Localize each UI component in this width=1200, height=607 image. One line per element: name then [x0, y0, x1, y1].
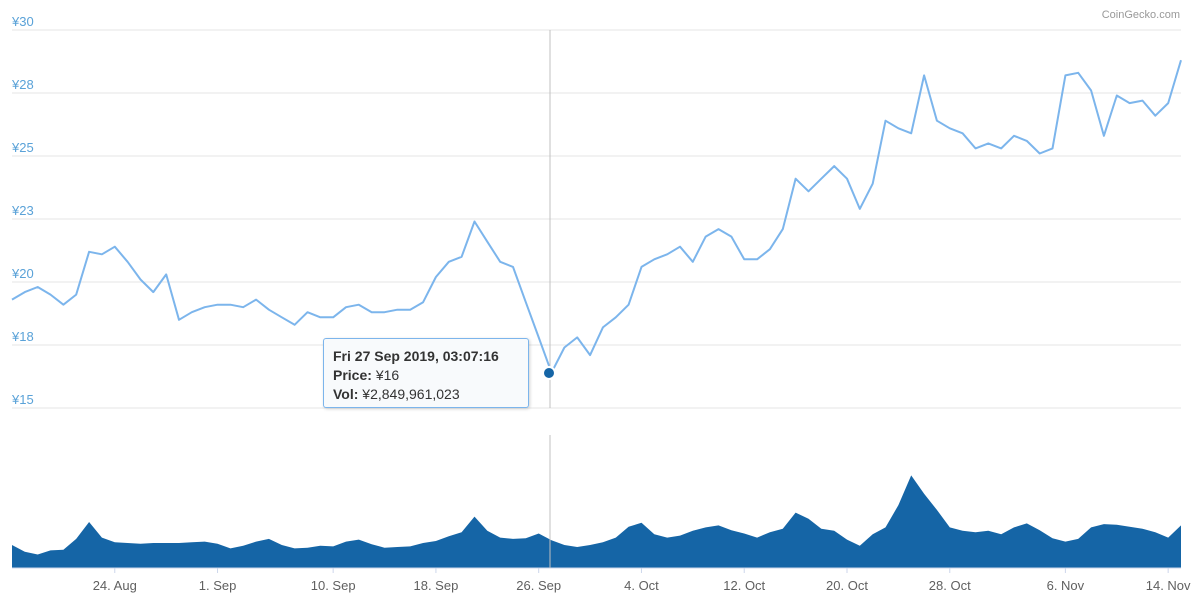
credit-label[interactable]: CoinGecko.com: [1102, 9, 1180, 21]
price-grid: [12, 29, 1181, 409]
hover-tooltip: Fri 27 Sep 2019, 03:07:16 Price: ¥16 Vol…: [323, 338, 529, 408]
x-tick-label: 14. Nov: [1146, 578, 1191, 593]
tooltip-vol-row: Vol: ¥2,849,961,023: [333, 385, 519, 404]
x-tick-label: 28. Oct: [929, 578, 971, 593]
price-line-series: [11, 59, 1182, 374]
tooltip-price-row: Price: ¥16: [333, 366, 519, 385]
date-x-axis-labels: 24. Aug 1. Sep 10. Sep 18. Sep 26. Sep 4. Oct…: [93, 568, 1191, 593]
x-tick-label: 24. Aug: [93, 578, 137, 593]
y-tick-label: ¥25: [11, 140, 34, 155]
tooltip-date: Fri 27 Sep 2019, 03:07:16: [333, 348, 499, 364]
price-line[interactable]: [11, 59, 1182, 374]
tooltip-vol-value: ¥2,849,961,023: [362, 386, 460, 402]
x-tick-label: 10. Sep: [311, 578, 356, 593]
hover-point-marker[interactable]: [542, 366, 556, 380]
y-tick-label: ¥23: [11, 203, 34, 218]
y-tick-label: ¥15: [11, 392, 34, 407]
x-tick-label: 6. Nov: [1047, 578, 1085, 593]
x-tick-label: 18. Sep: [414, 578, 459, 593]
x-tick-label: 12. Oct: [723, 578, 765, 593]
y-tick-label: ¥20: [11, 266, 34, 281]
volume-area: [12, 475, 1181, 569]
y-tick-label: ¥18: [11, 329, 34, 344]
x-tick-label: 1. Sep: [199, 578, 237, 593]
price-y-axis-labels: ¥15 ¥18 ¥20 ¥23 ¥25 ¥28 ¥30: [11, 14, 34, 407]
x-tick-label: 20. Oct: [826, 578, 868, 593]
volume-area-path: [12, 475, 1181, 568]
y-tick-label: ¥30: [11, 14, 34, 29]
tooltip-price-value: ¥16: [375, 367, 400, 383]
tooltip-vol-label: Vol:: [333, 386, 359, 402]
x-tick-label: 4. Oct: [624, 578, 659, 593]
y-tick-label: ¥28: [11, 77, 34, 92]
x-tick-label: 26. Sep: [516, 578, 561, 593]
tooltip-price-label: Price:: [333, 367, 372, 383]
